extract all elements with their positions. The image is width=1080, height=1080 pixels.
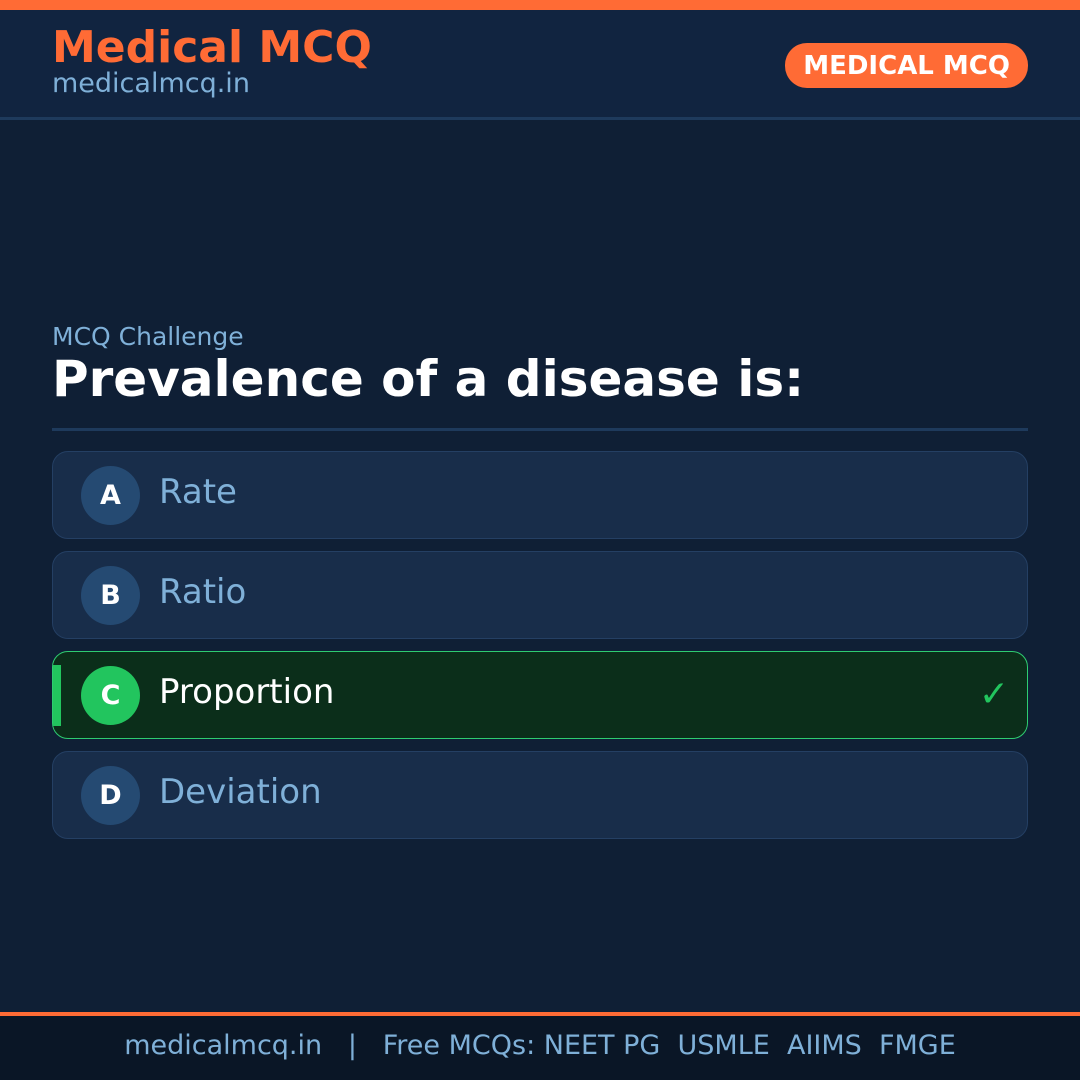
site-url: medicalmcq.in: [52, 68, 250, 99]
option-letter: D: [81, 766, 140, 825]
brand-title: Medical MCQ: [52, 22, 372, 73]
option-a[interactable]: A Rate: [52, 451, 1028, 539]
correct-indicator-bar: [53, 665, 61, 726]
option-d[interactable]: D Deviation: [52, 751, 1028, 839]
option-label: Ratio: [159, 572, 247, 612]
eyebrow-label: MCQ Challenge: [52, 322, 244, 351]
option-letter: C: [81, 666, 140, 725]
option-label: Proportion: [159, 672, 335, 712]
option-letter: A: [81, 466, 140, 525]
question-text: Prevalence of a disease is:: [52, 350, 805, 408]
category-badge: MEDICAL MCQ: [785, 43, 1028, 88]
option-c-correct[interactable]: C Proportion ✓: [52, 651, 1028, 739]
option-letter: B: [81, 566, 140, 625]
footer: medicalmcq.in | Free MCQs: NEET PG USMLE…: [0, 1012, 1080, 1080]
option-b[interactable]: B Ratio: [52, 551, 1028, 639]
divider: [52, 428, 1028, 431]
option-label: Deviation: [159, 772, 322, 812]
top-accent-bar: [0, 0, 1080, 10]
header: Medical MCQ medicalmcq.in MEDICAL MCQ: [0, 10, 1080, 120]
check-icon: ✓: [978, 674, 1009, 715]
option-label: Rate: [159, 472, 237, 512]
